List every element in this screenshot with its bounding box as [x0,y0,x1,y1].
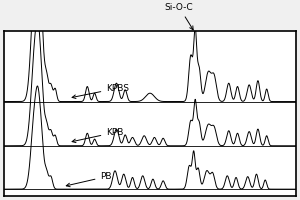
Text: KPBS: KPBS [72,84,129,98]
Text: KPB: KPB [72,128,124,143]
Text: Si-O-C: Si-O-C [165,3,194,30]
Text: PB: PB [66,172,112,187]
